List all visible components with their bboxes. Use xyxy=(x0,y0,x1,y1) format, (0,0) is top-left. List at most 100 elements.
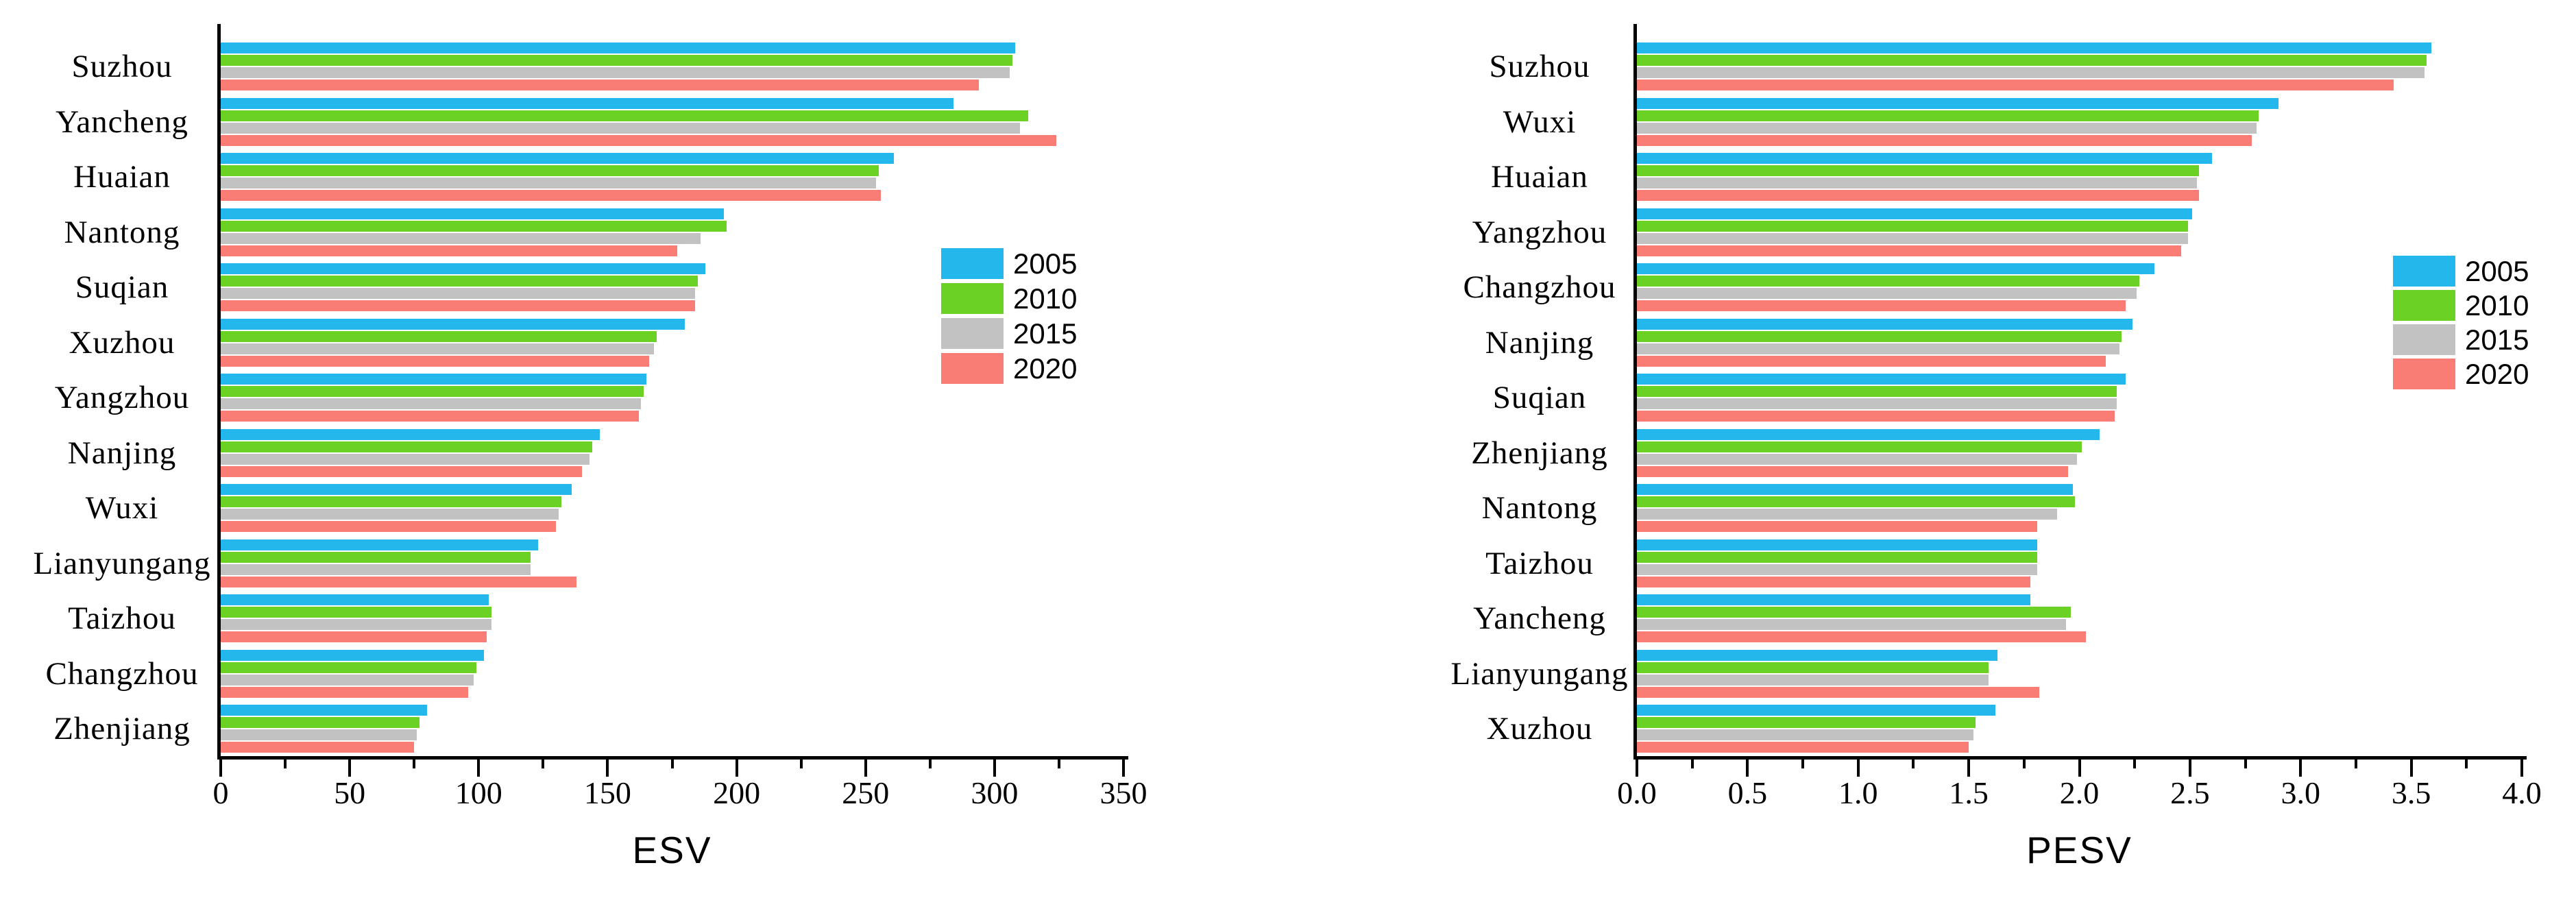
bar-2010 xyxy=(1637,607,2071,618)
bar-2015 xyxy=(221,343,655,354)
bar-2010 xyxy=(1637,386,2117,397)
bar-2005 xyxy=(1637,539,2038,550)
bar-2020 xyxy=(221,742,415,753)
bar-2005 xyxy=(221,374,646,385)
bar-2005 xyxy=(221,594,489,605)
x-minor-tick xyxy=(542,760,545,768)
x-tick-label: 0.5 xyxy=(1727,775,1768,810)
legend-swatch-2020 xyxy=(2393,359,2455,389)
bar-2015 xyxy=(221,178,876,189)
bar-2010 xyxy=(221,551,531,563)
bar-2020 xyxy=(1637,465,2069,477)
bar-2010 xyxy=(221,55,1013,66)
category-label: Wuxi xyxy=(1503,104,1577,140)
bar-2010 xyxy=(221,662,476,673)
category-label: Suzhou xyxy=(71,49,173,84)
category-label: Nantong xyxy=(1481,490,1598,526)
bar-2005 xyxy=(221,705,428,716)
bar-2020 xyxy=(1637,686,2040,698)
bar-2020 xyxy=(1637,300,2126,311)
x-tick-label: 250 xyxy=(842,775,890,810)
x-tick-label: 150 xyxy=(583,775,631,810)
bar-2015 xyxy=(1637,343,2119,354)
x-tick-label: 200 xyxy=(713,775,761,810)
bar-2005 xyxy=(221,649,484,661)
x-major-tick xyxy=(2520,760,2523,777)
x-tick-label: 0 xyxy=(212,775,229,810)
legend-label: 2015 xyxy=(2465,323,2529,356)
bar-2020 xyxy=(1637,576,2031,587)
bar-2015 xyxy=(221,729,417,740)
bar-2015 xyxy=(1637,619,2067,630)
bar-2015 xyxy=(221,509,559,520)
x-minor-tick xyxy=(2244,760,2247,768)
x-major-tick xyxy=(1856,760,1860,777)
category-label: Lianyungang xyxy=(33,545,211,581)
legend-label: 2020 xyxy=(1013,352,1078,385)
category-label: Xuzhou xyxy=(1486,711,1593,747)
bar-2005 xyxy=(221,97,953,109)
bar-2020 xyxy=(221,411,639,422)
x-major-tick xyxy=(348,760,352,777)
category-label: Yancheng xyxy=(1473,600,1606,636)
category-label: Suqian xyxy=(1492,380,1587,415)
category-label: Suzhou xyxy=(1489,49,1590,84)
bar-2010 xyxy=(1637,276,2139,287)
x-tick-label: 1.0 xyxy=(1838,775,1878,810)
legend-label: 2020 xyxy=(2465,357,2529,390)
y-axis-line xyxy=(1633,24,1637,760)
legend-swatch-2015 xyxy=(2393,324,2455,355)
category-label: Nantong xyxy=(64,214,180,250)
bar-2020 xyxy=(1637,190,2199,201)
bar-2010 xyxy=(221,330,657,342)
x-major-tick xyxy=(2299,760,2302,777)
bar-2010 xyxy=(1637,165,2199,176)
bar-2015 xyxy=(1637,232,2188,244)
legend-swatch-2015 xyxy=(941,318,1004,349)
x-minor-tick xyxy=(413,760,416,768)
x-major-tick xyxy=(606,760,609,777)
bar-2015 xyxy=(221,453,590,465)
category-label: Lianyungang xyxy=(1450,655,1629,692)
bar-2020 xyxy=(1637,411,2115,422)
x-tick-label: 50 xyxy=(334,775,366,810)
bar-2005 xyxy=(1637,153,2213,164)
x-minor-tick xyxy=(1912,760,1915,768)
x-major-tick xyxy=(1636,760,1638,777)
category-label: Suqian xyxy=(75,269,169,305)
x-tick-label: 3.0 xyxy=(2281,775,2321,810)
x-axis-title: PESV xyxy=(2026,829,2133,871)
bar-2005 xyxy=(1637,97,2279,109)
bar-2010 xyxy=(221,386,644,397)
x-major-tick xyxy=(2188,760,2191,777)
bar-2010 xyxy=(221,165,879,176)
legend-swatch-2020 xyxy=(941,353,1004,384)
x-minor-tick xyxy=(1690,760,1694,768)
bar-2015 xyxy=(1637,509,2058,520)
bar-2020 xyxy=(221,686,469,698)
bar-2005 xyxy=(221,428,600,440)
x-major-tick xyxy=(1967,760,1971,777)
bar-2005 xyxy=(1637,43,2431,53)
bar-2020 xyxy=(221,134,1057,146)
category-label: Yancheng xyxy=(56,104,189,140)
bar-2005 xyxy=(221,208,724,219)
x-tick-label: 3.5 xyxy=(2391,775,2431,810)
x-major-tick xyxy=(219,760,222,777)
bar-2015 xyxy=(1637,398,2117,409)
x-major-tick xyxy=(993,760,996,777)
x-tick-label: 2.0 xyxy=(2059,775,2100,810)
bar-2020 xyxy=(221,190,882,201)
x-major-tick xyxy=(2409,760,2413,777)
category-label: Huaian xyxy=(73,159,171,195)
bar-2005 xyxy=(221,43,1015,53)
bar-2015 xyxy=(221,288,696,299)
x-minor-tick xyxy=(2133,760,2137,768)
x-minor-tick xyxy=(799,760,803,768)
x-minor-tick xyxy=(2022,760,2026,768)
bar-2020 xyxy=(221,576,577,587)
x-major-tick xyxy=(2078,760,2081,777)
legend-swatch-2010 xyxy=(2393,290,2455,321)
bar-2020 xyxy=(1637,742,1969,753)
bar-2020 xyxy=(221,300,696,311)
